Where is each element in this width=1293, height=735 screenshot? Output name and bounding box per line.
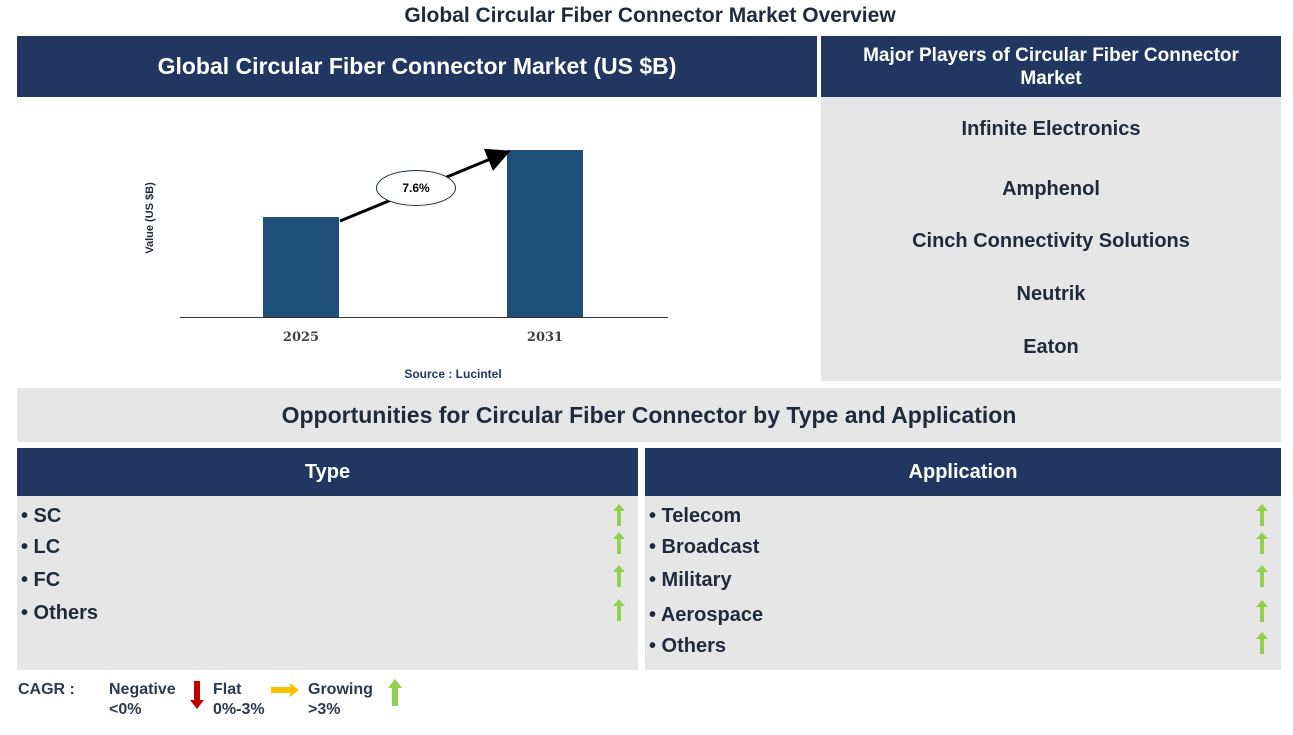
right-arrow-icon <box>271 683 299 697</box>
type-column-header: Type <box>17 448 638 496</box>
application-column-header: Application <box>645 448 1281 496</box>
type-item-others: • Others <box>21 602 99 624</box>
application-item-broadcast: • Broadcast <box>649 536 760 558</box>
legend-flat-name: Flat <box>213 681 242 698</box>
legend-flat: Flat 0%-3% <box>213 680 265 720</box>
up-arrow-icon <box>1256 565 1268 587</box>
application-item-aerospace: • Aerospace <box>649 604 764 626</box>
type-list: • SC • LC • FC • Others <box>17 496 638 670</box>
application-item-telecom: • Telecom <box>649 505 742 527</box>
page-title: Global Circular Fiber Connector Market O… <box>404 4 896 27</box>
cagr-bubble: 7.6% <box>376 170 456 206</box>
up-arrow-icon <box>1256 600 1268 622</box>
application-item-others: • Others <box>649 635 727 657</box>
up-arrow-icon <box>1256 504 1268 526</box>
type-item-fc: • FC <box>21 569 61 591</box>
legend-growing-name: Growing <box>308 681 373 698</box>
application-item-military: • Military <box>649 569 732 591</box>
legend-flat-range: 0%-3% <box>213 701 265 718</box>
x-axis-line <box>180 317 668 318</box>
x-tick-2031: 2031 <box>526 330 564 345</box>
player-item: Eaton <box>1023 336 1079 358</box>
x-tick-2025: 2025 <box>282 330 320 345</box>
legend-growing-range: >3% <box>308 701 341 718</box>
player-item: Neutrik <box>1016 283 1086 305</box>
player-item: Cinch Connectivity Solutions <box>912 230 1190 252</box>
type-item-sc: • SC <box>21 505 62 527</box>
chart-source: Source : Lucintel <box>404 367 502 381</box>
opportunities-header: Opportunities for Circular Fiber Connect… <box>17 388 1281 442</box>
player-item: Infinite Electronics <box>961 118 1141 140</box>
cagr-legend-label: CAGR : <box>18 681 75 698</box>
player-item: Amphenol <box>1002 178 1100 200</box>
players-panel-header: Major Players of Circular Fiber Connecto… <box>821 36 1281 97</box>
chart-panel-header: Global Circular Fiber Connector Market (… <box>17 36 817 97</box>
bar-2025 <box>263 217 339 317</box>
up-arrow-icon <box>613 532 625 554</box>
legend-negative-range: <0% <box>109 701 142 718</box>
type-item-lc: • LC <box>21 536 61 558</box>
up-arrow-icon <box>388 679 402 706</box>
up-arrow-icon <box>613 599 625 621</box>
legend-growing: Growing >3% <box>308 680 373 720</box>
up-arrow-icon <box>613 565 625 587</box>
players-list: Infinite Electronics Amphenol Cinch Conn… <box>821 97 1281 381</box>
legend-negative: Negative <0% <box>109 680 176 720</box>
up-arrow-icon <box>1256 632 1268 654</box>
down-arrow-icon <box>190 681 204 709</box>
application-list: • Telecom • Broadcast • Military • Aeros… <box>645 496 1281 670</box>
up-arrow-icon <box>1256 532 1268 554</box>
up-arrow-icon <box>613 504 625 526</box>
bar-2031 <box>507 150 583 317</box>
market-bar-chart: Value (US $B) 2025 2031 7.6% Source : Lu… <box>0 0 820 388</box>
legend-negative-name: Negative <box>109 681 176 698</box>
